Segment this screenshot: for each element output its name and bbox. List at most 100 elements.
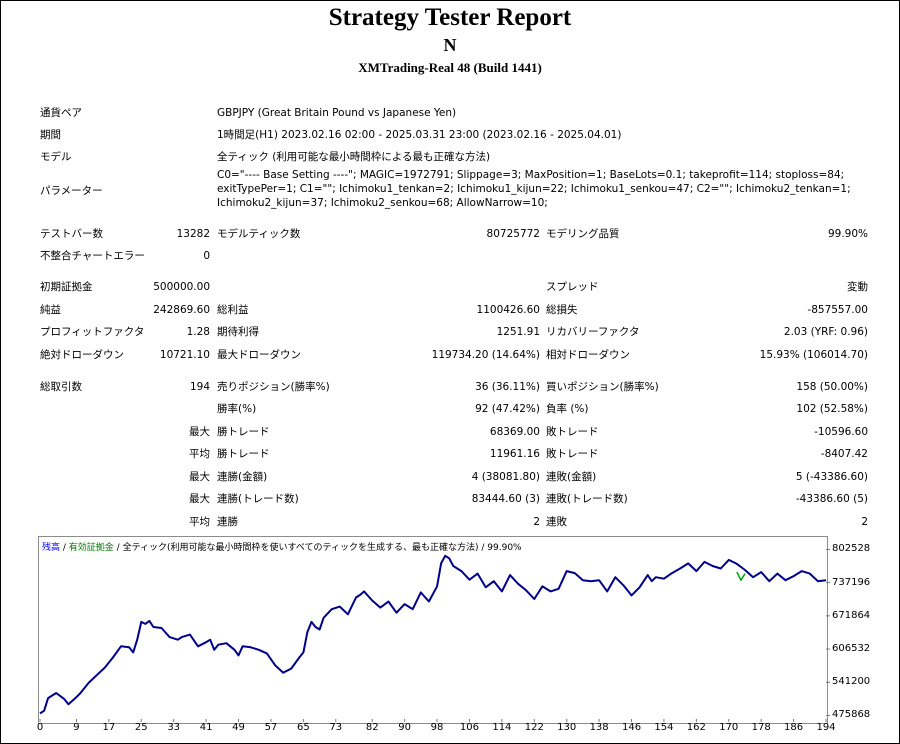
abs-drawdown-label: 絶対ドローダウン: [40, 349, 124, 361]
errors-label: 不整合チャートエラー: [40, 250, 145, 262]
gross-profit-value: 1100426.60: [476, 304, 540, 316]
expected-payoff-value: 1251.91: [496, 326, 540, 338]
avg-win-value: 11961.16: [489, 448, 540, 460]
total-trades-value: 194: [189, 381, 210, 393]
recovery-factor-label: リカバリーファクタ: [546, 326, 640, 338]
x-tick-label: 162: [686, 722, 706, 733]
rel-drawdown-value: 15.93% (106014.70): [759, 349, 868, 361]
legend-sep-1: /: [60, 543, 69, 553]
gross-profit-label: 総利益: [217, 304, 249, 316]
largest-win-label: 勝トレード: [217, 426, 270, 438]
total-trades-label: 総取引数: [40, 381, 82, 393]
max-drawdown-value: 119734.20 (14.64%): [431, 349, 540, 361]
x-tick-label: 82: [365, 722, 379, 733]
balance-series-line: [39, 554, 827, 715]
period-label: 期間: [40, 129, 61, 141]
x-tick-label: 90: [398, 722, 411, 733]
short-positions-label: 売りポジション(勝率%): [217, 381, 330, 393]
legend-model: 全ティック(利用可能な最小時間枠を使いすべてのティックを生成する、最も正確な方法…: [122, 543, 479, 553]
average-prefix: 平均: [189, 448, 210, 460]
spread-value: 変動: [847, 281, 868, 293]
x-tick-label: 33: [167, 722, 181, 733]
report-subtitle: N: [443, 35, 457, 55]
period-value: 1時間足(H1) 2023.02.16 02:00 - 2025.03.31 2…: [217, 129, 622, 141]
deposit-value: 500000.00: [153, 281, 210, 293]
avg-loss-label: 敗トレード: [546, 448, 599, 460]
gross-loss-label: 総損失: [546, 304, 578, 316]
x-tick-label: 0: [36, 722, 44, 733]
symbol-value: GBPJPY (Great Britain Pound vs Japanese …: [217, 107, 457, 119]
y-tick-label: 475868: [832, 709, 871, 721]
max-consec-count-prefix: 最大: [189, 493, 210, 505]
abs-drawdown-value: 10721.10: [159, 349, 210, 361]
bars-label: テストバー数: [40, 228, 103, 240]
legend-equity: 有効証拠金: [68, 543, 114, 553]
max-drawdown-label: 最大ドローダウン: [217, 349, 301, 361]
largest-prefix: 最大: [189, 426, 210, 438]
legend-sep-2: /: [113, 543, 123, 553]
max-consec-loss-value: -43386.60 (5): [795, 493, 868, 505]
loss-rate-label: 負率 (%): [546, 403, 589, 415]
x-tick-label: 154: [654, 722, 674, 733]
rel-drawdown-label: 相対ドローダウン: [546, 349, 630, 361]
x-tick-label: 130: [557, 722, 577, 733]
avg-consec-wins-label: 連勝: [217, 516, 238, 528]
x-tick-label: 49: [232, 722, 245, 733]
y-tick-label: 802528: [832, 543, 871, 555]
x-tick-label: 57: [264, 722, 278, 733]
symbol-label: 通貨ペア: [40, 107, 82, 119]
ticks-label: モデルティック数: [217, 228, 301, 240]
errors-value: 0: [203, 250, 210, 262]
params-label: パラメーター: [40, 185, 103, 197]
x-tick-label: 114: [492, 722, 512, 733]
max-consec-wins-label: 連勝(金額): [217, 471, 268, 483]
report-title: Strategy Tester Report: [328, 4, 572, 31]
equity-series-line: [736, 571, 746, 581]
x-tick-label: 9: [73, 722, 80, 733]
ticks-value: 80725772: [486, 228, 540, 240]
deposit-label: 初期証拠金: [40, 281, 93, 293]
x-tick-label: 65: [296, 722, 310, 733]
largest-loss-value: -10596.60: [814, 426, 868, 438]
net-profit-label: 純益: [40, 304, 61, 316]
x-tick-label: 146: [621, 722, 642, 733]
max-consec-profit-label: 連勝(トレード数): [217, 493, 299, 505]
y-tick-label: 737196: [832, 576, 871, 588]
largest-loss-label: 敗トレード: [546, 426, 599, 438]
legend-balance: 残高: [42, 543, 61, 553]
params-value: C0="---- Base Setting ----"; MAGIC=19727…: [217, 169, 851, 209]
server-name: XMTrading-Real 48 (Build 1441): [358, 60, 542, 75]
avg-loss-value: -8407.42: [820, 448, 868, 460]
x-tick-label: 170: [719, 722, 739, 733]
avg-win-label: 勝トレード: [217, 448, 270, 460]
long-positions-value: 158 (50.00%): [796, 381, 868, 393]
long-positions-label: 買いポジション(勝率%): [546, 381, 659, 393]
y-tick-label: 671864: [832, 609, 871, 621]
x-tick-label: 73: [329, 722, 343, 733]
chart-legend: 残高 / 有効証拠金 / 全ティック(利用可能な最小時間枠を使いすべてのティック…: [42, 540, 522, 553]
avg-consec-prefix: 平均: [189, 516, 210, 528]
x-tick-label: 178: [751, 722, 771, 733]
x-tick-label: 17: [102, 722, 116, 733]
largest-win-value: 68369.00: [489, 426, 540, 438]
expected-payoff-label: 期待利得: [217, 326, 259, 338]
max-consec-losses-label: 連敗(金額): [546, 471, 597, 483]
max-consec-wins-value: 4 (38081.80): [471, 471, 540, 483]
avg-consec-wins-value: 2: [533, 516, 540, 528]
avg-consec-losses-value: 2: [861, 516, 868, 528]
max-consec-loss-label: 連敗(トレード数): [546, 493, 628, 505]
x-tick-label: 41: [199, 722, 213, 733]
max-consec-prefix: 最大: [189, 471, 210, 483]
balance-chart-area: [38, 536, 828, 724]
modeling-label: モデリング品質: [546, 228, 620, 240]
max-consec-profit-value: 83444.60 (3): [471, 493, 540, 505]
spread-label: スプレッド: [546, 281, 599, 293]
profit-factor-value: 1.28: [186, 326, 210, 338]
win-rate-value: 92 (47.42%): [475, 403, 540, 415]
avg-consec-losses-label: 連敗: [546, 516, 567, 528]
model-value: 全ティック (利用可能な最小時間枠による最も正確な方法): [217, 151, 491, 163]
x-tick-label: 122: [524, 722, 544, 733]
y-tick-label: 606532: [832, 643, 871, 655]
x-tick-label: 138: [589, 722, 609, 733]
